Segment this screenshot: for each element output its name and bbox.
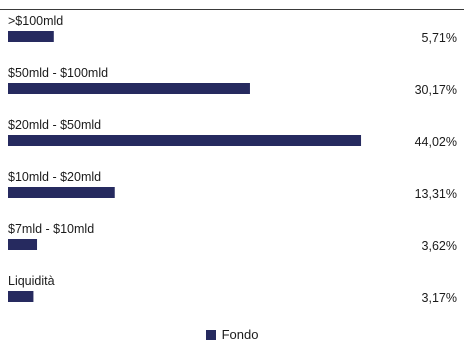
bar [8, 239, 38, 250]
category-label: $50mld - $100mld [8, 66, 108, 80]
value-label: 13,31% [415, 187, 457, 201]
category-label: >$100mld [8, 14, 63, 28]
value-label: 5,71% [422, 31, 457, 45]
value-label: 30,17% [415, 83, 457, 97]
category-label: Liquidità [8, 274, 55, 288]
bar [8, 135, 362, 146]
legend: Fondo [0, 327, 464, 343]
bar [8, 187, 115, 198]
bar [8, 291, 34, 302]
top-divider [0, 9, 464, 10]
bar [8, 83, 250, 94]
bar [8, 31, 54, 42]
category-label: $10mld - $20mld [8, 170, 101, 184]
category-label: $20mld - $50mld [8, 118, 101, 132]
value-label: 44,02% [415, 135, 457, 149]
value-label: 3,62% [422, 239, 457, 253]
category-label: $7mld - $10mld [8, 222, 94, 236]
value-label: 3,17% [422, 291, 457, 305]
legend-label: Fondo [221, 327, 259, 342]
legend-swatch [205, 330, 216, 340]
